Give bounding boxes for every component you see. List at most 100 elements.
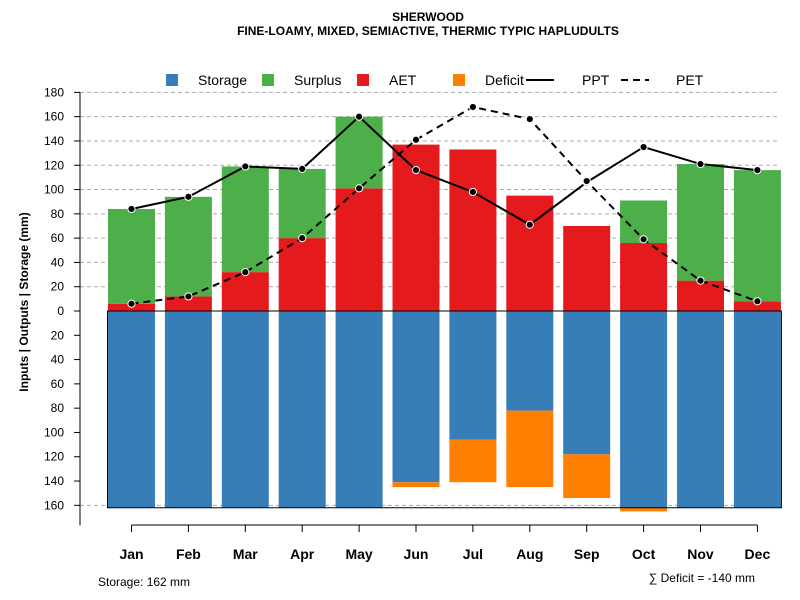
bar-storage xyxy=(506,311,554,411)
pet-point xyxy=(696,276,705,285)
x-tick-label: Oct xyxy=(632,546,656,562)
x-tick-label: Jun xyxy=(404,546,429,562)
bar-surplus xyxy=(733,170,781,302)
bar-aet xyxy=(449,149,497,311)
ppt-point xyxy=(298,164,307,174)
x-tick-label: Jul xyxy=(463,546,483,562)
pet-point xyxy=(411,135,421,144)
y-tick-label: 140 xyxy=(44,134,64,148)
ppt-point xyxy=(355,112,364,121)
bars xyxy=(107,116,782,512)
x-tick-label: Apr xyxy=(290,546,315,562)
chart-subtitle: FINE-LOAMY, MIXED, SEMIACTIVE, THERMIC T… xyxy=(237,24,619,38)
bar-aet xyxy=(221,272,269,311)
y-axis-label: Inputs | Outputs | Storage (mm) xyxy=(17,212,31,391)
pet-point xyxy=(582,176,591,186)
y-tick-label: 100 xyxy=(44,425,64,439)
bar-storage xyxy=(108,311,155,508)
y-tick-label: 60 xyxy=(51,377,65,391)
bar-surplus xyxy=(221,166,269,273)
pet-point xyxy=(639,235,648,244)
ppt-point xyxy=(241,162,250,171)
y-tick-label: 40 xyxy=(51,353,65,367)
bar-deficit xyxy=(620,507,668,512)
x-tick-label: Dec xyxy=(745,546,771,562)
legend-swatch-deficit xyxy=(453,74,465,86)
x-tick-label: Aug xyxy=(516,546,543,562)
bar-storage xyxy=(733,311,781,508)
pet-point xyxy=(127,299,136,308)
x-tick-label: Sep xyxy=(574,546,600,562)
bar-aet xyxy=(164,296,212,311)
x-tick-label: May xyxy=(345,546,372,562)
y-tick-label: 160 xyxy=(44,498,64,512)
pet-point xyxy=(355,184,364,193)
bar-surplus xyxy=(108,208,155,304)
legend-label-deficit: Deficit xyxy=(485,72,524,88)
y-tick-label: 0 xyxy=(57,304,64,318)
legend-label-storage: Storage xyxy=(198,72,247,88)
x-tick-label: Mar xyxy=(233,546,258,562)
pet-point xyxy=(468,102,477,112)
bar-storage xyxy=(563,311,611,455)
bar-surplus xyxy=(677,164,724,281)
bar-storage xyxy=(677,311,724,508)
ppt-point xyxy=(753,166,762,175)
pet-point xyxy=(241,268,250,277)
legend-label-surplus: Surplus xyxy=(294,72,341,88)
x-tick-label: Nov xyxy=(687,546,714,562)
y-tick-label: 120 xyxy=(44,450,64,464)
ppt-point xyxy=(411,166,421,175)
legend-label-ppt: PPT xyxy=(582,72,610,88)
bar-storage xyxy=(335,311,383,508)
x-tick-label: Feb xyxy=(176,546,201,562)
x-axis: Jan Feb Mar Apr May Jun Jul Aug Sep Oct Nov Dec xyxy=(119,524,771,562)
bar-storage xyxy=(221,311,269,508)
ppt-point xyxy=(127,204,136,214)
bar-surplus xyxy=(278,168,326,239)
ppt-point xyxy=(468,187,477,197)
y-tick-label: 20 xyxy=(51,328,65,342)
y-tick-label: 40 xyxy=(51,255,65,269)
bar-aet xyxy=(335,188,383,311)
legend-swatch-surplus xyxy=(262,74,274,86)
ppt-line xyxy=(131,115,758,226)
bar-aet xyxy=(733,301,781,311)
y-tick-label: 80 xyxy=(51,207,65,221)
y-tick-label: 60 xyxy=(51,231,65,245)
bar-deficit xyxy=(563,454,611,499)
y-tick-label: 20 xyxy=(51,280,65,294)
bar-deficit xyxy=(449,439,497,483)
bar-deficit xyxy=(506,410,554,488)
series-lines xyxy=(127,102,762,308)
y-tick-label: 80 xyxy=(51,401,65,415)
y-tick-label: 120 xyxy=(44,158,64,172)
bar-aet xyxy=(620,242,668,311)
bar-aet xyxy=(563,225,611,311)
legend-swatch-aet xyxy=(357,74,369,86)
pet-point xyxy=(298,234,307,243)
bar-aet xyxy=(278,238,326,311)
bar-deficit xyxy=(392,482,440,488)
ppt-point xyxy=(525,220,534,229)
bar-storage xyxy=(449,311,497,440)
legend: Storage Surplus AET Deficit PPT PET xyxy=(166,72,704,88)
y-axis: 180 160 140 120 100 80 60 40 20 0 20 40 60 80 100 120 14… xyxy=(44,85,81,526)
pet-point xyxy=(753,297,762,306)
legend-label-pet: PET xyxy=(676,72,704,88)
deficit-footer: ∑ Deficit = -140 mm xyxy=(649,571,755,585)
legend-swatch-storage xyxy=(166,74,178,86)
y-tick-label: 100 xyxy=(44,183,64,197)
bar-surplus xyxy=(335,116,383,189)
ppt-point xyxy=(639,142,648,152)
bar-storage xyxy=(278,311,326,508)
bar-surplus xyxy=(164,196,212,297)
storage-footer: Storage: 162 mm xyxy=(98,575,190,589)
ppt-point xyxy=(696,159,705,169)
y-tick-label: 140 xyxy=(44,474,64,488)
legend-label-aet: AET xyxy=(389,72,417,88)
chart-title: SHERWOOD xyxy=(392,10,464,24)
y-tick-label: 160 xyxy=(44,110,64,124)
x-tick-label: Jan xyxy=(119,546,143,562)
